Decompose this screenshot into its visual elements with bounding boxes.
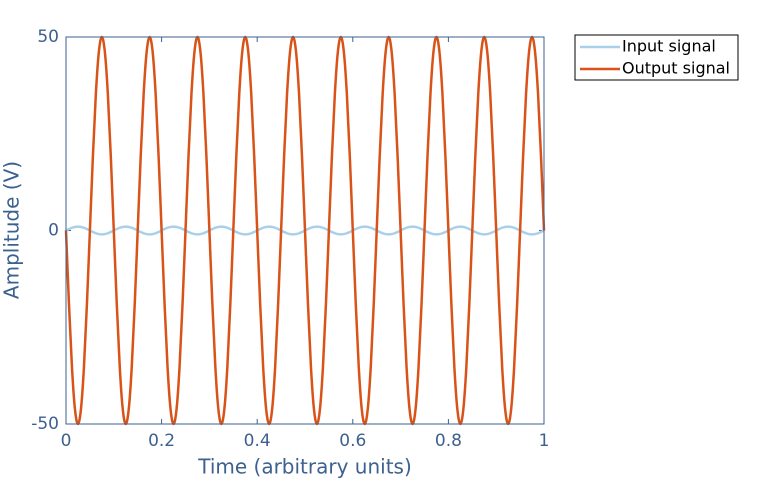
axes-box: [65, 36, 545, 425]
x-tick-label: 1: [539, 431, 550, 451]
x-tick-label: 0: [61, 431, 72, 451]
y-axis-label: Amplitude (V): [0, 161, 24, 299]
legend-label: Input signal: [622, 37, 716, 56]
y-tick-label: -50: [31, 414, 59, 434]
x-tick-label: 0.8: [435, 431, 462, 451]
x-axis-label: Time (arbitrary units): [197, 455, 412, 479]
line-series: [64, 35, 546, 426]
legend-box: [574, 34, 739, 81]
x-tick-label: 0.4: [244, 431, 271, 451]
x-tick-label: 0.6: [339, 431, 366, 451]
x-tick-label: 0.2: [148, 431, 175, 451]
y-tick-label: 0: [48, 221, 59, 241]
legend-label: Output signal: [622, 59, 730, 78]
y-tick-label: 50: [37, 27, 59, 47]
